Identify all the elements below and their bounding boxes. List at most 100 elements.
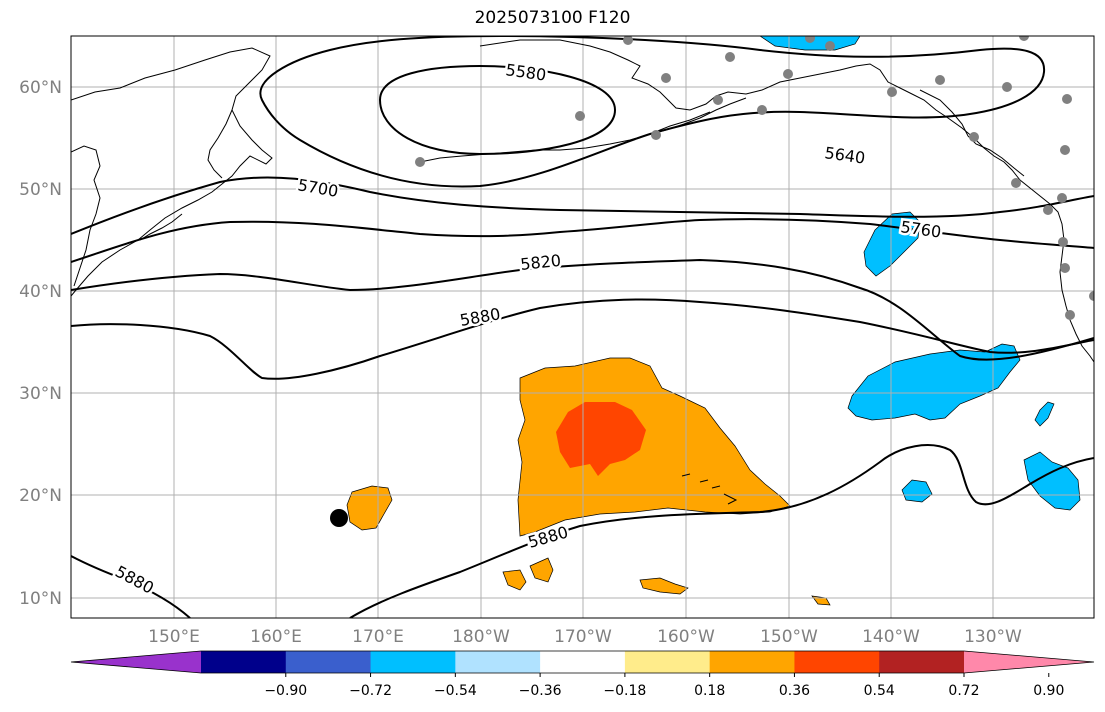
station-marker xyxy=(661,73,671,83)
negative-anomaly-northeast-pacific xyxy=(847,343,1021,421)
coast-hawaii xyxy=(681,473,738,505)
station-marker xyxy=(825,41,835,51)
map-frame xyxy=(70,35,1095,619)
station-marker xyxy=(1011,178,1021,188)
contour-5880-north xyxy=(71,298,1094,380)
contour-5880-south xyxy=(349,444,1094,618)
positive-anomaly-small-1 xyxy=(502,569,527,591)
negative-anomaly-small-center xyxy=(901,479,933,503)
colorbar-tick-label: −0.18 xyxy=(603,683,646,699)
colorbar-segment xyxy=(624,651,711,673)
lon-label: 130°W xyxy=(964,627,1022,647)
station-marker xyxy=(1019,36,1029,41)
coast-asia xyxy=(71,47,273,297)
contour-label-5820: 5820 xyxy=(519,251,561,274)
positive-anomaly-regions xyxy=(346,357,831,606)
lon-label: 170°E xyxy=(352,627,404,647)
coast-alaska xyxy=(479,39,1094,363)
colorbar-tick-label: −0.72 xyxy=(349,683,392,699)
colorbar-extend-high xyxy=(964,651,1094,673)
colorbar-segment xyxy=(540,651,626,673)
station-marker xyxy=(1060,145,1070,155)
lat-label: 50°N xyxy=(19,180,62,200)
colorbar-segment xyxy=(455,651,541,673)
station-marker xyxy=(935,75,945,85)
station-marker xyxy=(651,130,661,140)
lat-label: 10°N xyxy=(19,589,62,609)
lat-label: 40°N xyxy=(19,282,62,302)
contour-5880-southwest xyxy=(71,555,191,618)
station-marker xyxy=(887,87,897,97)
coast-japan xyxy=(71,145,101,287)
station-marker xyxy=(623,36,633,45)
map-title: 2025073100 F120 xyxy=(474,8,631,28)
station-markers xyxy=(415,36,1094,320)
contour-label-5700: 5700 xyxy=(296,175,339,201)
colorbar-tick-label: 0.18 xyxy=(694,683,725,699)
station-marker xyxy=(1062,94,1072,104)
station-marker xyxy=(783,69,793,79)
lon-label: 170°W xyxy=(554,627,612,647)
station-marker xyxy=(969,132,979,142)
negative-anomaly-small-east xyxy=(1034,401,1055,427)
positive-anomaly-west xyxy=(346,485,393,531)
station-marker xyxy=(415,157,425,167)
colorbar-segment xyxy=(794,651,880,673)
contour-label-5580: 5580 xyxy=(504,60,547,84)
colorbar-extend-low xyxy=(71,651,201,673)
station-marker xyxy=(575,111,585,121)
lon-label: 150°E xyxy=(148,627,200,647)
colorbar-segment xyxy=(285,651,372,673)
latitude-labels: 60°N 50°N 40°N 30°N 20°N 10°N xyxy=(19,78,62,609)
positive-anomaly-small-4 xyxy=(811,595,831,606)
station-marker xyxy=(1058,237,1068,247)
contour-label-5880-north: 5880 xyxy=(458,304,501,330)
lon-label: 140°W xyxy=(862,627,920,647)
station-marker xyxy=(725,52,735,62)
gridlines xyxy=(71,36,1094,618)
contour-5700 xyxy=(71,176,1094,235)
storm-marker xyxy=(330,509,348,527)
coast-kuril xyxy=(139,213,183,241)
colorbar-segment xyxy=(709,651,795,673)
contour-label-5880-southwest: 5880 xyxy=(112,562,157,598)
negative-anomaly-south-east xyxy=(1023,451,1081,511)
strong-positive-anomaly xyxy=(556,402,646,476)
station-marker xyxy=(1057,193,1067,203)
station-marker xyxy=(1060,263,1070,273)
colorbar-segment xyxy=(879,651,965,673)
positive-anomaly-small-3 xyxy=(639,577,689,595)
station-marker xyxy=(757,105,767,115)
coast-aleutians xyxy=(419,111,711,163)
station-marker xyxy=(1065,310,1075,320)
colorbar: −0.90 −0.72 −0.54 −0.36 −0.18 0.18 0.36 0.54 0.7… xyxy=(70,650,1095,699)
colorbar-segment xyxy=(201,651,287,673)
station-marker xyxy=(1002,82,1012,92)
colorbar-tick-label: −0.36 xyxy=(519,683,562,699)
colorbar-tick-label: 0.36 xyxy=(779,683,810,699)
height-contours xyxy=(71,36,1094,618)
longitude-labels: 150°E 160°E 170°E 180°W 170°W 160°W 150°… xyxy=(148,627,1022,647)
station-marker xyxy=(713,95,723,105)
station-marker xyxy=(805,36,815,43)
colorbar-tick-label: 0.90 xyxy=(1033,683,1064,699)
colorbar-tick-label: −0.90 xyxy=(264,683,307,699)
coast-kamchatka xyxy=(207,109,233,179)
lat-label: 60°N xyxy=(19,78,62,98)
colorbar-tick-label: −0.54 xyxy=(434,683,477,699)
contour-5760 xyxy=(71,218,1094,263)
lon-label: 160°W xyxy=(657,627,715,647)
contour-5820 xyxy=(71,258,1094,361)
lon-label: 150°W xyxy=(760,627,818,647)
lat-label: 30°N xyxy=(19,384,62,404)
map-area: 5580 5640 5700 5760 5820 5880 5880 5880 xyxy=(71,36,1094,618)
positive-anomaly-small-2 xyxy=(529,557,554,583)
station-marker xyxy=(1089,291,1094,301)
colorbar-tick-label: 0.72 xyxy=(948,683,979,699)
lon-label: 180°W xyxy=(452,627,510,647)
contour-label-5640: 5640 xyxy=(823,143,866,167)
station-marker xyxy=(1043,205,1053,215)
colorbar-outline xyxy=(70,650,1095,674)
colorbar-segment xyxy=(370,651,456,673)
